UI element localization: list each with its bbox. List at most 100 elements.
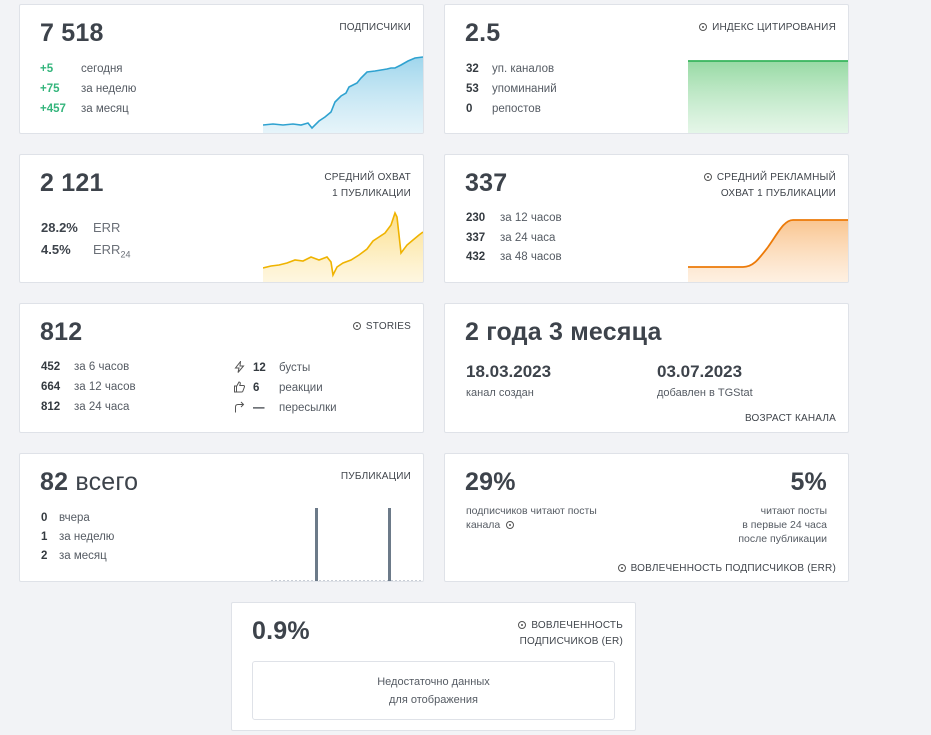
stat-label: за 12 часов: [74, 381, 136, 393]
stat-label: реакции: [279, 382, 323, 394]
stat-value: +457: [40, 103, 66, 115]
stories-card[interactable]: 812 STORIES 452 за 6 часов 664 за 12 часов…: [19, 303, 424, 433]
reactions-row: 6 реакции: [234, 381, 323, 394]
ad-reach-sparkline: [688, 219, 848, 282]
stat-value: 452: [41, 361, 61, 373]
channel-age-label: ВОЗРАСТ КАНАЛА: [744, 413, 836, 424]
boosts-row: 12 бусты: [234, 359, 311, 374]
stories-value: 812: [40, 318, 83, 346]
citation-label: ИНДЕКС ЦИТИРОВАНИЯ: [699, 20, 836, 36]
text-line: в первые 24 часа: [742, 519, 827, 531]
er-value: 0.9%: [252, 617, 310, 645]
text-line: канала: [466, 519, 501, 531]
stat-label: за месяц: [81, 103, 129, 115]
stat-row: 452 за 6 часов: [41, 361, 129, 373]
engagement-err-label: ВОВЛЕЧЕННОСТЬ ПОДПИСЧИКОВ (ERR): [617, 561, 836, 577]
err24-row: 4.5% ERR24: [41, 242, 130, 260]
stat-label: за месяц: [59, 550, 107, 562]
stat-row: +75 за неделю: [40, 83, 136, 95]
stat-row: 812 за 24 часа: [41, 401, 129, 413]
stat-row: 230 за 12 часов: [466, 212, 562, 224]
stat-value: 230: [466, 212, 486, 224]
err24-value: 4.5%: [41, 242, 71, 257]
channel-age-card[interactable]: 2 года 3 месяца 18.03.2023 канал создан …: [444, 303, 849, 433]
no-data-text: для отображения: [389, 694, 478, 706]
created-label: канал создан: [466, 387, 534, 399]
err-row: 28.2% ERR: [41, 220, 120, 235]
stat-row: 2 за месяц: [41, 550, 107, 562]
added-date: 03.07.2023: [657, 362, 743, 381]
info-icon[interactable]: [703, 173, 712, 181]
citation-sparkline: [688, 60, 848, 133]
info-icon[interactable]: [518, 621, 527, 629]
forwards-row: — пересылки: [234, 401, 337, 414]
label-line: ОХВАТ 1 ПУБЛИКАЦИИ: [720, 188, 836, 199]
err24-label: ERR: [93, 242, 121, 257]
ad-reach-card[interactable]: 337 СРЕДНИЙ РЕКЛАМНЫЙ ОХВАТ 1 ПУБЛИКАЦИИ …: [444, 154, 849, 283]
err-right-value: 5%: [790, 468, 827, 496]
added-label: добавлен в TGStat: [657, 387, 753, 399]
err-right-text: читают посты в первые 24 часа после публ…: [738, 504, 827, 546]
ad-reach-value: 337: [465, 169, 508, 197]
stat-label: вчера: [59, 512, 90, 524]
thumbs-up-icon: [234, 381, 245, 393]
publications-count: 82: [40, 468, 69, 496]
ad-reach-label: СРЕДНИЙ РЕКЛАМНЫЙ ОХВАТ 1 ПУБЛИКАЦИИ: [703, 170, 836, 202]
stat-label: за 24 часа: [500, 232, 556, 244]
question-icon[interactable]: [506, 521, 515, 529]
lightning-icon: [234, 359, 245, 373]
stat-label: за 6 часов: [74, 361, 130, 373]
stat-label: упоминаний: [492, 83, 557, 95]
created-date: 18.03.2023: [466, 362, 552, 381]
subscribers-sparkline: [263, 56, 423, 133]
stat-label: за неделю: [59, 531, 115, 543]
citation-card[interactable]: 2.5 ИНДЕКС ЦИТИРОВАНИЯ 32 уп. каналов 53 у…: [444, 4, 849, 134]
stat-row: 32 уп. каналов: [466, 63, 554, 75]
stat-value: +5: [40, 63, 54, 75]
no-data-text: Недостаточно данных: [377, 676, 490, 688]
stat-label: за 48 часов: [500, 251, 562, 263]
engagement-er-card[interactable]: 0.9% ВОВЛЕЧЕННОСТЬ ПОДПИСЧИКОВ (ER) Недос…: [231, 602, 636, 731]
subscribers-label: ПОДПИСЧИКИ: [339, 22, 411, 33]
err-value: 28.2%: [41, 220, 78, 235]
publications-bars: [271, 508, 423, 581]
stat-value: 337: [466, 232, 486, 244]
citation-label-text: ИНДЕКС ЦИТИРОВАНИЯ: [712, 22, 836, 33]
subscribers-count: 7 518: [40, 19, 104, 47]
channel-age-value: 2 года 3 месяца: [465, 318, 662, 346]
citation-index-value: 2.5: [465, 19, 501, 47]
stat-label: бусты: [279, 362, 311, 374]
stat-row: 53 упоминаний: [466, 83, 557, 95]
stat-value: 53: [466, 83, 479, 95]
stat-label: сегодня: [81, 63, 123, 75]
info-icon[interactable]: [617, 564, 626, 572]
info-icon[interactable]: [699, 23, 708, 31]
stat-row: 1 за неделю: [41, 531, 114, 543]
forward-icon: [235, 401, 245, 413]
stat-label: репостов: [492, 103, 541, 115]
text-line: после публикации: [738, 533, 827, 545]
label-line: ВОВЛЕЧЕННОСТЬ: [531, 620, 623, 631]
stat-row: 337 за 24 часа: [466, 232, 555, 244]
err24-subscript: 24: [120, 249, 131, 260]
stat-row: +457 за месяц: [40, 103, 129, 115]
stat-value: 0: [466, 103, 473, 115]
text-line: читают посты: [760, 505, 827, 517]
engagement-err-card[interactable]: 29% подписчиков читают посты канала 5% ч…: [444, 453, 849, 582]
stat-value: 2: [41, 550, 48, 562]
text-line: подписчиков читают посты: [466, 505, 597, 517]
publications-value: 82 всего: [40, 468, 138, 497]
avg-reach-sparkline: [263, 210, 423, 282]
err-label: ERR: [93, 220, 121, 235]
subscribers-card[interactable]: 7 518 ПОДПИСЧИКИ +5 сегодня +75 за неделю …: [19, 4, 424, 134]
engagement-er-label: ВОВЛЕЧЕННОСТЬ ПОДПИСЧИКОВ (ER): [518, 618, 623, 650]
info-icon[interactable]: [352, 322, 361, 330]
no-data-box: Недостаточно данных для отображения: [252, 661, 615, 720]
avg-reach-card[interactable]: 2 121 СРЕДНИЙ ОХВАТ 1 ПУБЛИКАЦИИ 28.2% ERR…: [19, 154, 424, 283]
err-left-value: 29%: [465, 468, 516, 496]
stat-value: 0: [41, 512, 48, 524]
publications-suffix: всего: [75, 468, 139, 496]
avg-reach-value: 2 121: [40, 169, 104, 197]
label-line: 1 ПУБЛИКАЦИИ: [332, 188, 411, 199]
